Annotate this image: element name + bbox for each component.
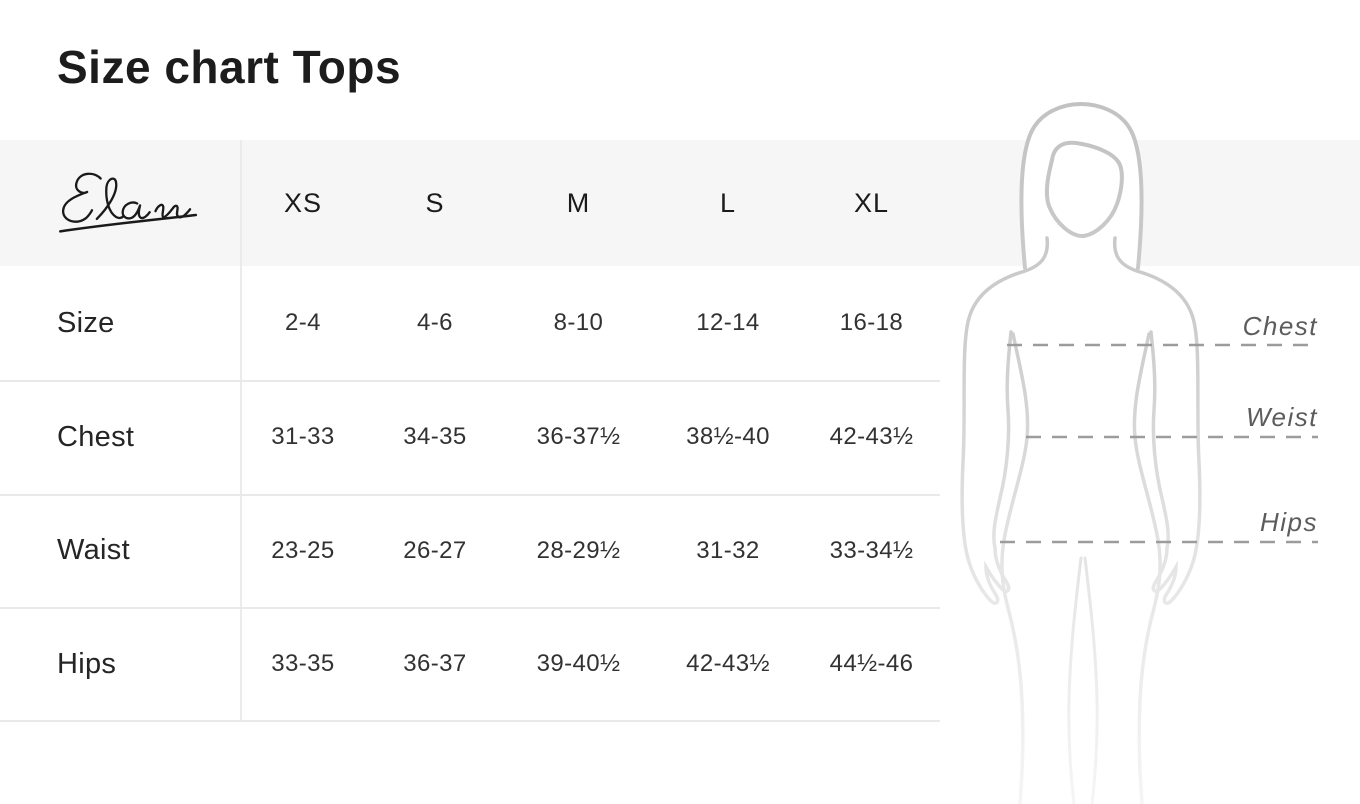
column-header-xl: XL [853,187,890,218]
waist-m: 28-29½ [536,536,621,564]
elan-logo-signature: Elan [59,172,198,233]
body-figure-illustration: Chest Weist Hips [930,100,1360,804]
size-xs: 2-4 [285,309,321,336]
row-label-waist: Waist [57,534,130,566]
waist-s: 26-27 [403,536,467,564]
body-figure-svg: Chest Weist Hips [960,101,1319,804]
hips-measure-label: Hips [1260,507,1318,537]
chest-m: 36-37½ [536,423,621,450]
figure-left-torso-leg [1000,332,1030,804]
column-header-xs: XS [283,187,323,218]
figure-inner-leg-right [1083,556,1099,804]
hips-s: 36-37 [403,650,467,677]
table-row-divider-3 [0,607,940,609]
waist-xs: 23-25 [271,536,335,564]
chest-l: 38½-40 [686,423,770,450]
chest-s: 34-35 [403,423,467,450]
chest-xs: 31-33 [271,423,335,450]
size-xl: 16-18 [839,309,904,336]
size-s: 4-6 [417,309,453,336]
figure-left-arm [960,236,1050,605]
figure-right-inner-arm [1149,330,1170,550]
hips-xs: 33-35 [271,650,335,677]
figure-left-inner-arm [992,330,1013,550]
table-row-divider-1 [0,380,940,382]
brand-logo-cell: Elan [0,140,240,266]
column-header-m: M [566,187,591,218]
waist-xl: 33-34½ [829,536,914,564]
chest-xl: 42-43½ [829,423,914,450]
table-vertical-divider [240,140,242,721]
figure-right-torso-leg [1132,332,1162,804]
table-row-divider-2 [0,494,940,496]
row-label-size: Size [57,306,115,339]
waist-l: 31-32 [696,536,760,564]
chest-measure-label: Chest [1243,311,1319,341]
figure-face [1044,140,1124,238]
size-l: 12-14 [696,309,760,336]
table-bottom-border [0,720,940,722]
size-table: Elan XS S M L XL Size 2-4 [0,140,940,721]
column-header-l: L [719,187,737,218]
figure-right-arm [1112,236,1202,605]
column-header-s: S [425,187,445,218]
hips-m: 39-40½ [536,650,621,677]
waist-measure-label: Weist [1246,402,1318,432]
hips-xl: 44½-46 [829,650,914,677]
figure-hair-outline [1019,101,1144,270]
row-label-chest: Chest [57,420,135,453]
page-title: Size chart Tops [57,41,402,93]
figure-inner-leg-left [1067,556,1083,804]
hips-l: 42-43½ [686,650,770,677]
row-label-hips: Hips [57,647,117,680]
size-m: 8-10 [553,309,604,336]
